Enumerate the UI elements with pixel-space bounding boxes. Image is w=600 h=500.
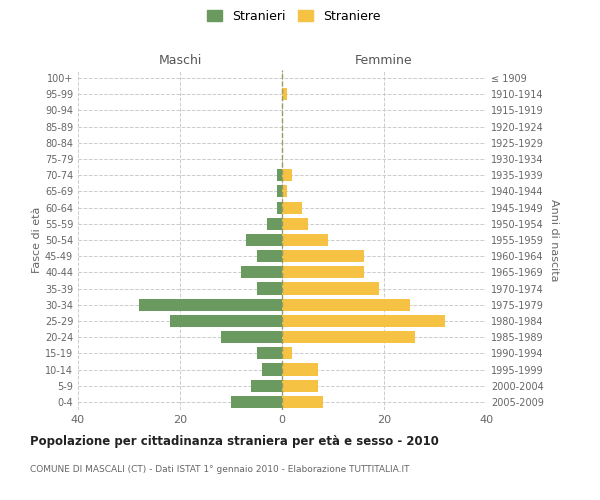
Bar (247, 234, 282, 246)
Bar (282, 364, 318, 376)
Bar (282, 186, 287, 198)
Bar (257, 348, 282, 360)
Bar (282, 348, 292, 360)
Text: Popolazione per cittadinanza straniera per età e sesso - 2010: Popolazione per cittadinanza straniera p… (30, 435, 439, 448)
Bar (170, 315, 282, 327)
Bar (282, 282, 379, 294)
Bar (282, 202, 302, 213)
Bar (251, 380, 282, 392)
Bar (221, 331, 282, 343)
Text: COMUNE DI MASCALI (CT) - Dati ISTAT 1° gennaio 2010 - Elaborazione TUTTITALIA.IT: COMUNE DI MASCALI (CT) - Dati ISTAT 1° g… (30, 465, 409, 474)
Bar (282, 380, 318, 392)
Text: Femmine: Femmine (355, 54, 413, 68)
Bar (267, 218, 282, 230)
Bar (282, 250, 364, 262)
Bar (257, 250, 282, 262)
Bar (282, 298, 410, 311)
Bar (282, 396, 323, 408)
Y-axis label: Anni di nascita: Anni di nascita (549, 198, 559, 281)
Bar (282, 218, 308, 230)
Bar (257, 282, 282, 294)
Bar (282, 331, 415, 343)
Bar (139, 298, 282, 311)
Text: Maschi: Maschi (158, 54, 202, 68)
Bar (241, 266, 282, 278)
Bar (282, 169, 292, 181)
Bar (282, 88, 287, 101)
Bar (282, 315, 445, 327)
Legend: Stranieri, Straniere: Stranieri, Straniere (203, 6, 385, 26)
Bar (282, 266, 364, 278)
Bar (277, 186, 282, 198)
Bar (262, 364, 282, 376)
Y-axis label: Fasce di età: Fasce di età (32, 207, 42, 273)
Bar (282, 234, 328, 246)
Bar (277, 202, 282, 213)
Bar (231, 396, 282, 408)
Bar (277, 169, 282, 181)
